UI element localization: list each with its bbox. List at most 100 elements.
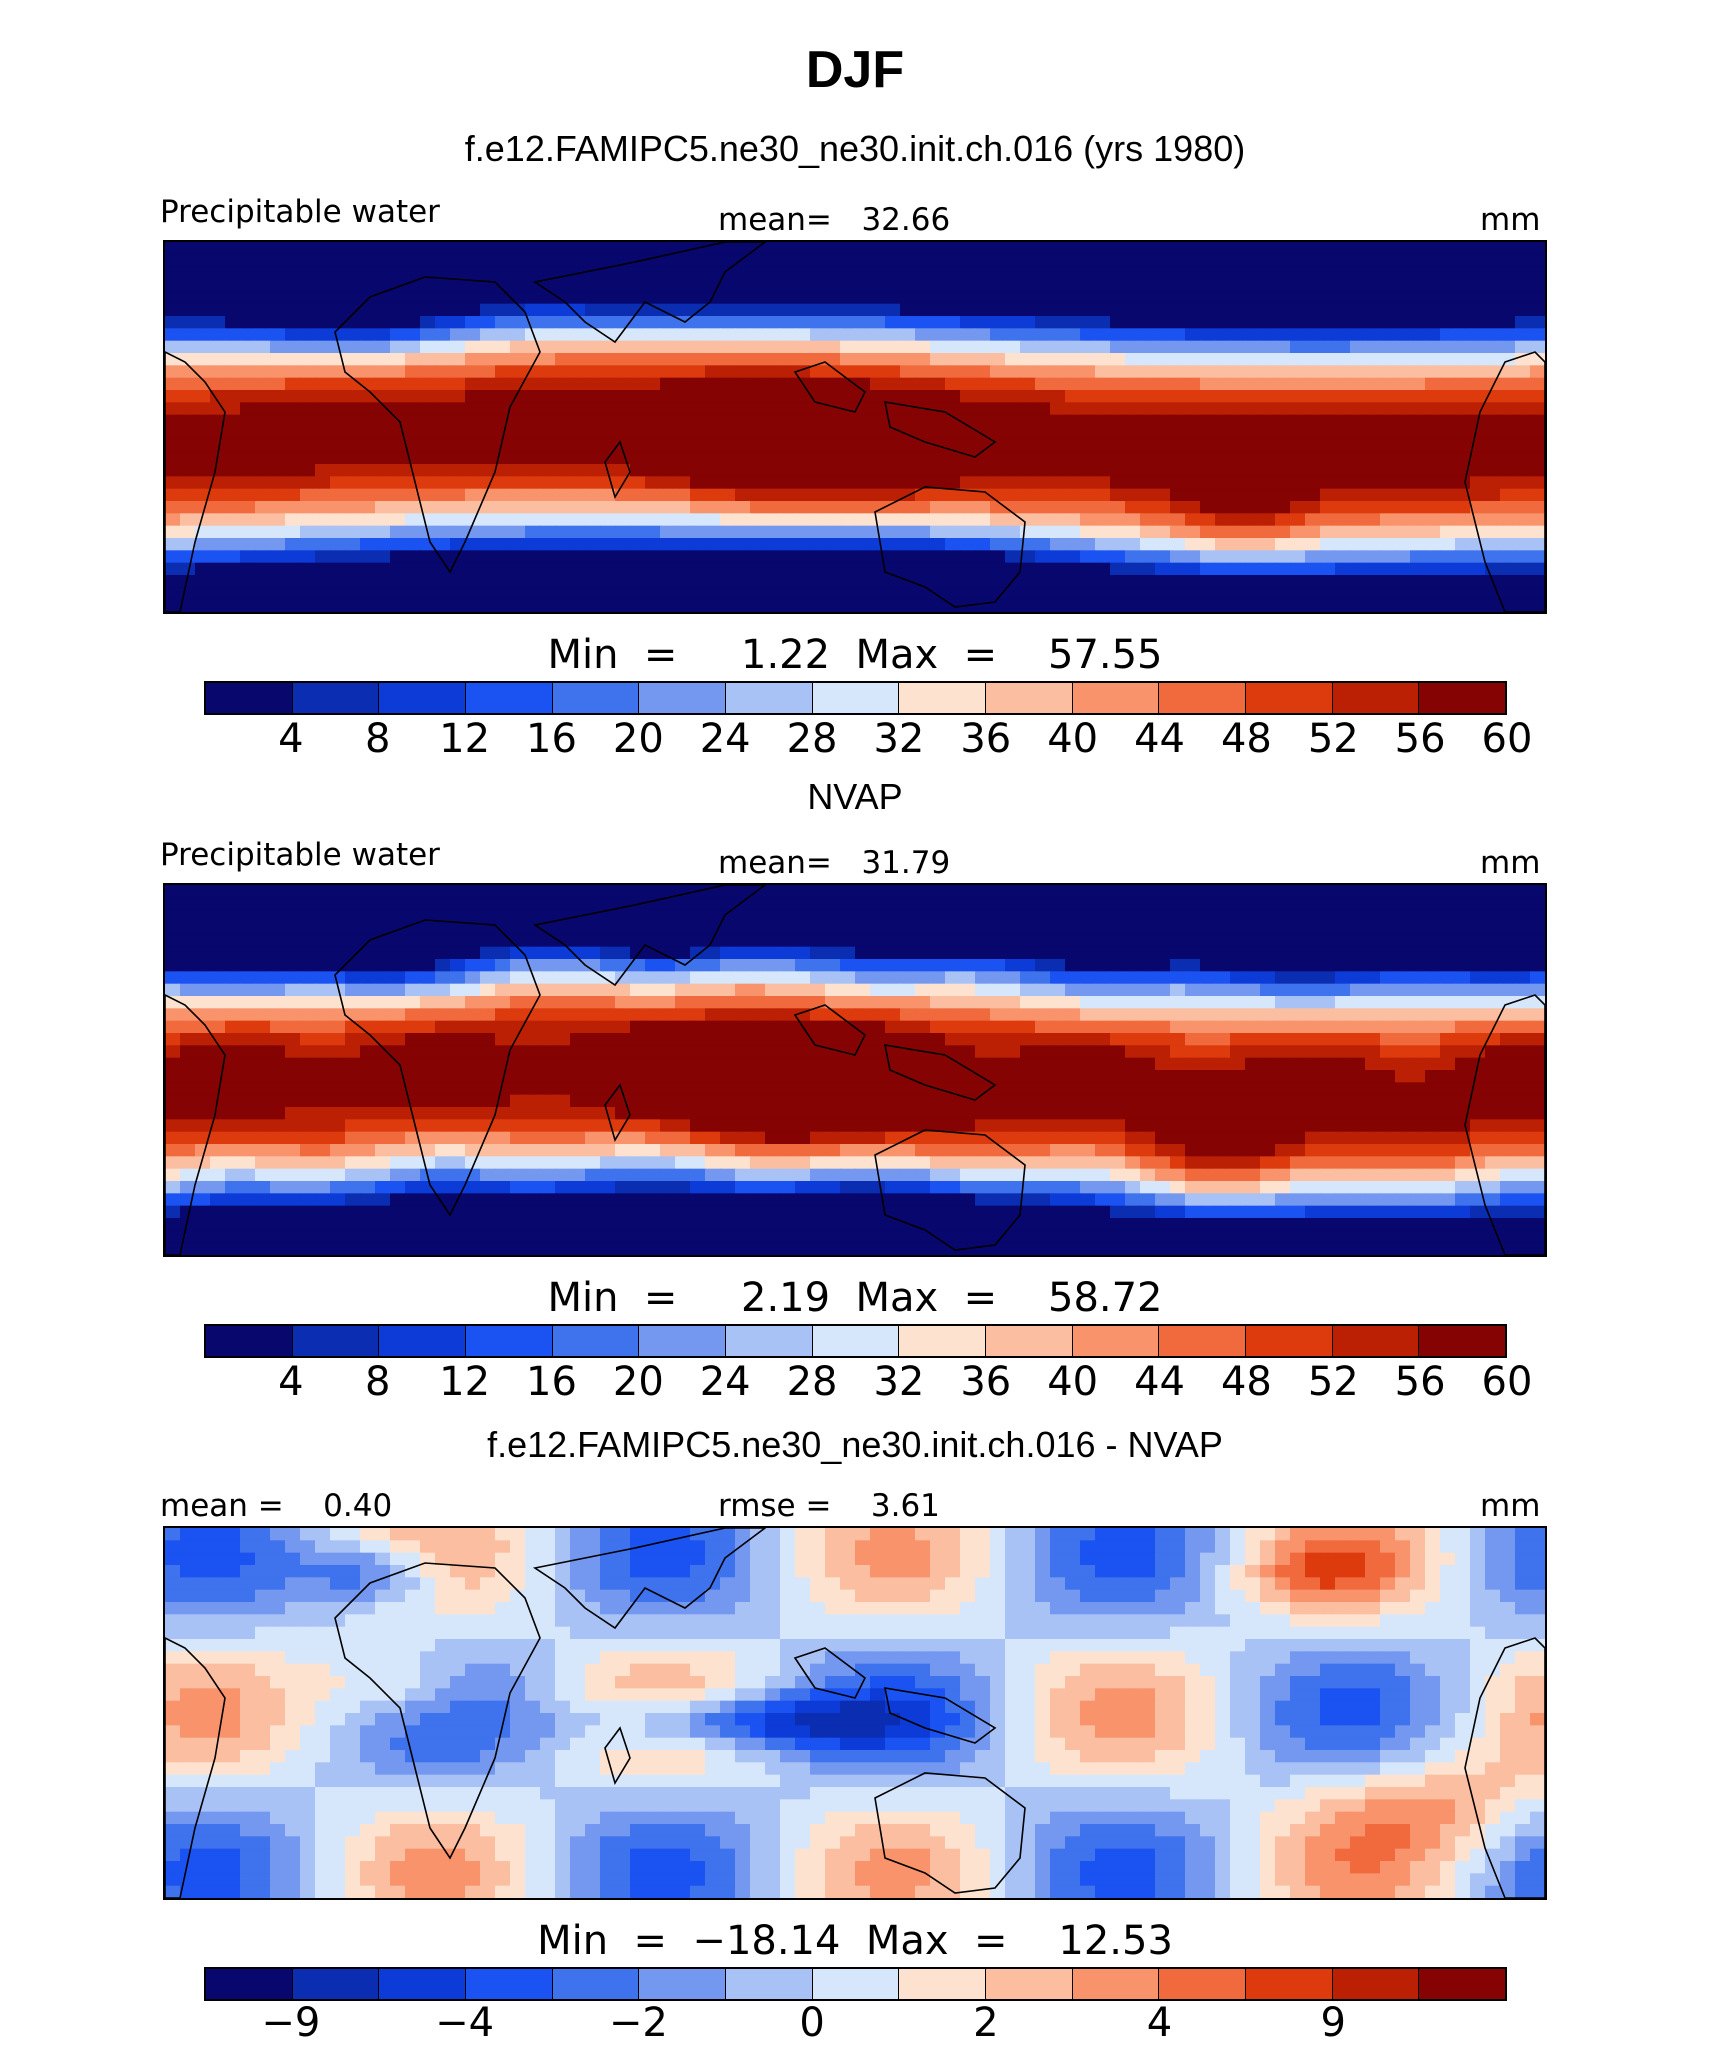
field-cell: [1380, 254, 1396, 268]
field-cell: [630, 909, 646, 923]
field-cell: [765, 439, 781, 453]
field-cell: [915, 946, 931, 960]
field-cell: [165, 390, 181, 403]
field-cell: [690, 291, 706, 305]
field-cell: [450, 1008, 466, 1022]
field-cell: [930, 1131, 946, 1145]
field-cell: [300, 513, 316, 527]
field-cell: [600, 476, 616, 490]
field-cell: [630, 328, 646, 342]
field-cell: [1410, 971, 1426, 985]
field-cell: [705, 587, 721, 601]
field-cell: [1275, 402, 1291, 416]
field-cell: [240, 1094, 256, 1108]
field-cell: [300, 1107, 316, 1120]
field-cell: [1440, 1057, 1456, 1071]
field-cell: [225, 971, 241, 985]
field-cell: [945, 254, 961, 268]
field-cell: [375, 353, 391, 366]
field-cell: [1230, 525, 1246, 539]
field-cell: [525, 303, 541, 317]
field-cell: [1425, 365, 1441, 379]
field-cell: [855, 996, 871, 1009]
field-cell: [1155, 1131, 1171, 1145]
field-cell: [705, 1082, 721, 1096]
field-cell: [1380, 587, 1396, 601]
field-cell: [495, 501, 511, 514]
field-cell: [1005, 538, 1021, 551]
field-cell: [255, 525, 271, 539]
field-cell: [1095, 402, 1111, 416]
field-cell: [1050, 885, 1066, 898]
field-cell: [240, 365, 256, 379]
field-cell: [795, 279, 811, 292]
field-cell: [510, 476, 526, 490]
field-cell: [300, 1020, 316, 1034]
field-cell: [1320, 353, 1336, 366]
field-cell: [1170, 983, 1186, 997]
field-cell: [555, 476, 571, 490]
field-cell: [1320, 488, 1336, 502]
field-cell: [735, 365, 751, 379]
field-cell: [420, 983, 436, 997]
field-cell: [180, 414, 196, 428]
field-cell: [345, 599, 361, 612]
field-cell: [660, 266, 676, 280]
field-cell: [1455, 291, 1471, 305]
field-cell: [345, 1168, 361, 1182]
field-cell: [435, 303, 451, 317]
field-cell: [495, 525, 511, 539]
field-cell: [330, 488, 346, 502]
field-cell: [1200, 488, 1216, 502]
field-cell: [1440, 1119, 1456, 1133]
field-cell: [195, 377, 211, 391]
field-cell: [600, 1131, 616, 1145]
field-cell: [1380, 909, 1396, 923]
field-cell: [1335, 897, 1351, 911]
field-cell: [825, 1144, 841, 1157]
field-cell: [330, 575, 346, 588]
field-cell: [240, 1045, 256, 1059]
field-cell: [390, 1144, 406, 1157]
field-cell: [210, 1045, 226, 1059]
field-cell: [1065, 1119, 1081, 1133]
field-cell: [750, 1119, 766, 1133]
field-cell: [750, 328, 766, 342]
colorbar-swatch: [812, 683, 900, 713]
field-cell: [210, 1168, 226, 1182]
field-cell: [1200, 1082, 1216, 1096]
field-cell: [525, 1119, 541, 1133]
field-cell: [525, 885, 541, 898]
field-cell: [810, 1045, 826, 1059]
field-cell: [195, 464, 211, 477]
field-cell: [1335, 501, 1351, 514]
field-cell: [165, 922, 181, 935]
field-cell: [675, 476, 691, 490]
field-cell: [1065, 513, 1081, 527]
field-cell: [780, 909, 796, 923]
field-cell: [1470, 1144, 1486, 1157]
field-cell: [1335, 538, 1351, 551]
field-cell: [1200, 1156, 1216, 1170]
field-cell: [990, 1008, 1006, 1022]
field-cell: [285, 451, 301, 465]
field-cell: [825, 934, 841, 948]
field-cell: [1455, 897, 1471, 911]
field-cell: [405, 439, 421, 453]
field-cell: [765, 983, 781, 997]
field-cell: [1440, 1094, 1456, 1108]
field-cell: [510, 279, 526, 292]
field-cell: [930, 1107, 946, 1120]
field-cell: [780, 488, 796, 502]
field-cell: [720, 897, 736, 911]
field-cell: [420, 451, 436, 465]
field-cell: [600, 1057, 616, 1071]
field-cell: [180, 279, 196, 292]
field-cell: [795, 1119, 811, 1133]
field-cell: [525, 266, 541, 280]
field-cell: [570, 439, 586, 453]
field-cell: [225, 1144, 241, 1157]
field-cell: [1470, 1131, 1486, 1145]
field-cell: [630, 365, 646, 379]
field-cell: [1095, 946, 1111, 960]
